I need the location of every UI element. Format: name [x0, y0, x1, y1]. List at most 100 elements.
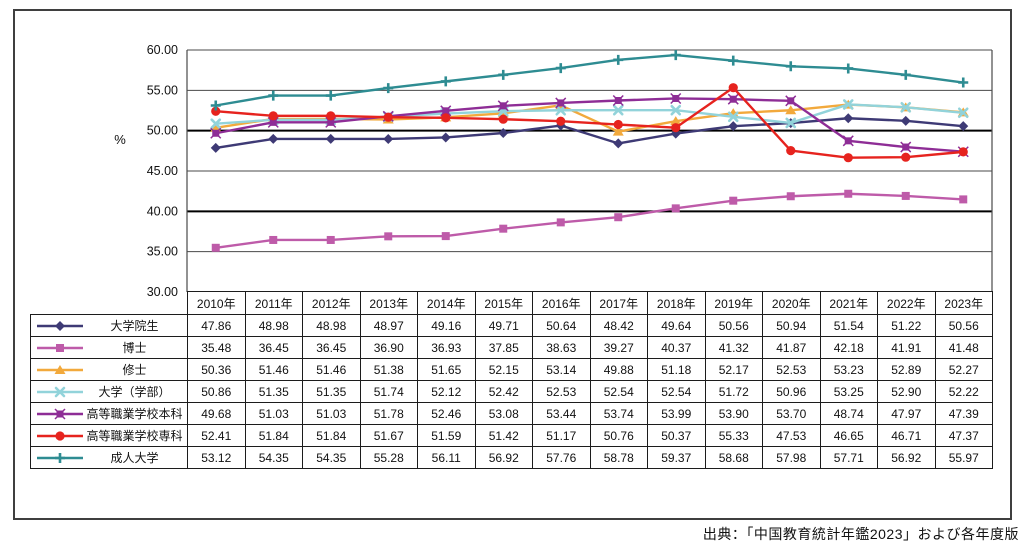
series-成人大学: [210, 50, 969, 111]
value-cell: 51.74: [359, 380, 418, 403]
series-博士: [211, 189, 968, 252]
value-cell: 49.88: [589, 358, 648, 381]
value-cell: 48.74: [819, 402, 878, 425]
value-cell: 41.48: [934, 336, 993, 359]
value-cell: 52.54: [647, 380, 706, 403]
value-cell: 51.46: [244, 358, 303, 381]
value-cell: 40.37: [647, 336, 706, 359]
legend-item: 大学院生: [30, 314, 188, 337]
value-cell: 47.53: [762, 424, 821, 447]
value-cell: 52.53: [532, 380, 591, 403]
year-header-row: 2010年 2011年 2012年 2013年 2014年 2015年 2016年 2017年…: [31, 291, 993, 315]
gridlines: [186, 49, 993, 292]
value-cell: 52.22: [934, 380, 993, 403]
value-cell: 48.98: [302, 314, 361, 337]
star-legend-marker-icon: [37, 407, 83, 420]
value-cell: 49.16: [417, 314, 476, 337]
value-cell: 53.25: [819, 380, 878, 403]
value-cell: 54.35: [302, 446, 361, 469]
legend-label: 博士: [122, 341, 147, 355]
line-chart: 60.00 55.00 50.00 45.00 40.00 35.00 30.00: [147, 43, 993, 299]
legend-label: 大学（学部）: [98, 385, 171, 399]
value-cell: 51.35: [244, 380, 303, 403]
square-legend-marker-icon: [37, 343, 83, 352]
value-cell: 48.42: [589, 314, 648, 337]
source-note: 出典：「中国教育統計年鑑2023」および各年度版: [702, 526, 1019, 542]
value-cell: 58.78: [589, 446, 648, 469]
value-cell: 51.38: [359, 358, 418, 381]
value-cell: 50.76: [589, 424, 648, 447]
value-cell: 46.65: [819, 424, 878, 447]
value-cell: 51.84: [302, 424, 361, 447]
legend-label: 高等職業学校本科: [86, 407, 183, 421]
year-header-cell: 2023年: [934, 291, 993, 315]
x-legend-marker-icon: [37, 386, 83, 397]
y-tick-label: 30.00: [147, 285, 178, 299]
value-cell: 51.22: [877, 314, 936, 337]
value-cell: 54.35: [244, 446, 303, 469]
corner-cell: [31, 292, 188, 315]
value-cell: 56.11: [417, 446, 476, 469]
value-cell: 55.33: [704, 424, 763, 447]
table-body: 大学院生 47.86 48.98 48.98 48.97 49.16 49.71 50.64 4…: [30, 314, 993, 469]
year-header-cell: 2011年: [244, 291, 303, 315]
table-row: 成人大学 53.12 54.35 54.35 55.28 56.11 56.92 57.76 5…: [30, 446, 993, 469]
value-cell: 51.54: [819, 314, 878, 337]
y-tick-label: 60.00: [147, 43, 178, 57]
year-header-cell: 2013年: [359, 291, 418, 315]
legend-item: 高等職業学校専科: [30, 424, 188, 447]
year-header-cell: 2015年: [474, 291, 533, 315]
series-大学院生: [210, 113, 969, 153]
value-cell: 36.45: [302, 336, 361, 359]
legend-label: 成人大学: [110, 451, 159, 465]
value-cell: 50.96: [762, 380, 821, 403]
diamond-legend-marker-icon: [37, 320, 83, 331]
y-tick-label: 40.00: [147, 204, 178, 218]
value-cell: 47.86: [187, 314, 246, 337]
legend-label: 大学院生: [110, 319, 159, 333]
value-cell: 39.27: [589, 336, 648, 359]
series-高等職業学校本科: [210, 92, 969, 158]
value-cell: 51.03: [302, 402, 361, 425]
value-cell: 50.37: [647, 424, 706, 447]
year-header-cell: 2012年: [302, 291, 361, 315]
y-tick-label: 50.00: [147, 124, 178, 138]
value-cell: 35.48: [187, 336, 246, 359]
value-cell: 51.67: [359, 424, 418, 447]
data-table: 2010年 2011年 2012年 2013年 2014年 2015年 2016年 2017年…: [30, 291, 993, 469]
table-row: 博士 35.48 36.45 36.45 36.90 36.93 37.85 38.63 39.…: [30, 336, 993, 359]
y-tick-label: 55.00: [147, 83, 178, 97]
value-cell: 36.93: [417, 336, 476, 359]
value-cell: 52.15: [474, 358, 533, 381]
y-axis-ticks: 60.00 55.00 50.00 45.00 40.00 35.00 30.00: [147, 43, 178, 299]
value-cell: 51.84: [244, 424, 303, 447]
value-cell: 50.56: [934, 314, 993, 337]
value-cell: 56.92: [474, 446, 533, 469]
value-cell: 56.92: [877, 446, 936, 469]
value-cell: 51.18: [647, 358, 706, 381]
value-cell: 51.03: [244, 402, 303, 425]
value-cell: 51.35: [302, 380, 361, 403]
value-cell: 53.74: [589, 402, 648, 425]
value-cell: 53.08: [474, 402, 533, 425]
value-cell: 38.63: [532, 336, 591, 359]
legend-item: 大学（学部）: [30, 380, 188, 403]
value-cell: 51.65: [417, 358, 476, 381]
value-cell: 47.37: [934, 424, 993, 447]
value-cell: 51.59: [417, 424, 476, 447]
value-cell: 50.94: [762, 314, 821, 337]
triangle-legend-marker-icon: [37, 364, 83, 374]
value-cell: 47.97: [877, 402, 936, 425]
y-axis-unit-label: %: [114, 132, 126, 147]
value-cell: 50.36: [187, 358, 246, 381]
value-cell: 41.91: [877, 336, 936, 359]
value-cell: 58.68: [704, 446, 763, 469]
value-cell: 51.17: [532, 424, 591, 447]
plus-legend-marker-icon: [37, 452, 83, 463]
value-cell: 37.85: [474, 336, 533, 359]
year-header-cell: 2016年: [532, 291, 591, 315]
value-cell: 41.32: [704, 336, 763, 359]
value-cell: 47.39: [934, 402, 993, 425]
value-cell: 36.45: [244, 336, 303, 359]
table-row: 修士 50.36 51.46 51.46 51.38 51.65 52.15 53.14 49.…: [30, 358, 993, 381]
